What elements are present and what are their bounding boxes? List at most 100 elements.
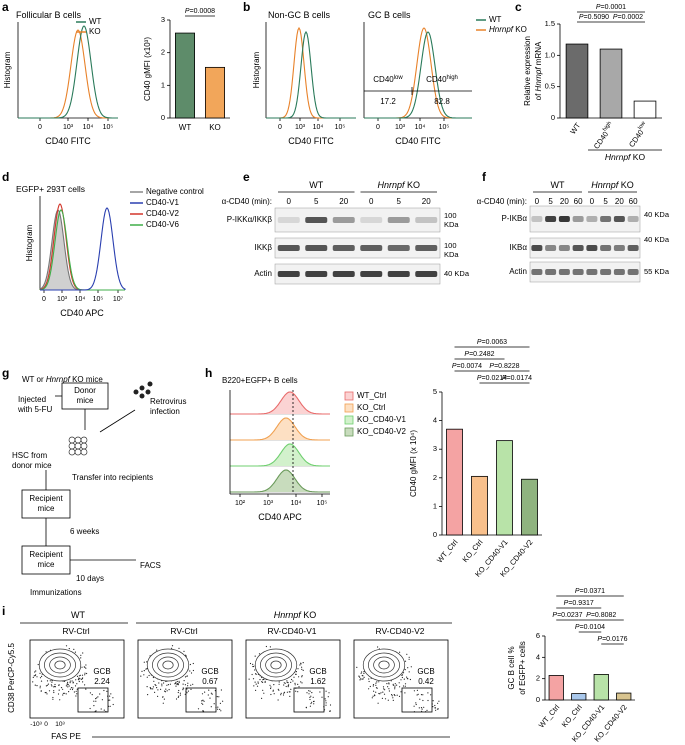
band — [305, 271, 328, 277]
event-dot — [312, 696, 314, 698]
label: KDa — [444, 250, 459, 259]
y-tick-label: 6 — [536, 631, 540, 640]
event-dot — [263, 692, 265, 694]
event-dot — [325, 700, 327, 702]
blot — [274, 237, 441, 259]
event-dot — [264, 681, 266, 684]
label: 82.8 — [434, 97, 450, 106]
p-value: P=0.9317 — [564, 600, 594, 607]
event-dot — [186, 675, 188, 677]
event-dot — [79, 674, 81, 676]
label: WT — [71, 610, 85, 620]
event-dot — [154, 684, 156, 686]
y-axis-label: CD40 gMFI (x 10⁴) — [409, 430, 418, 497]
event-dot — [167, 684, 169, 686]
x-tick-label: CD40low — [627, 120, 651, 149]
event-dot — [399, 651, 401, 653]
event-dot — [190, 688, 192, 691]
event-dot — [252, 678, 255, 680]
event-dot — [376, 681, 378, 683]
event-dot — [406, 653, 408, 655]
event-dot — [211, 693, 213, 695]
band — [277, 245, 300, 251]
event-dot — [427, 699, 429, 702]
contour — [368, 652, 400, 678]
event-dot — [103, 709, 105, 711]
event-dot — [368, 688, 370, 690]
label: CD40 FITC — [45, 136, 91, 146]
band — [332, 245, 355, 251]
event-dot — [152, 676, 154, 679]
event-dot — [100, 708, 102, 710]
event-dot — [85, 688, 87, 690]
x-tick-label: CD40high — [591, 121, 616, 151]
event-dot — [432, 700, 434, 702]
event-dot — [68, 648, 70, 650]
event-dot — [292, 680, 294, 682]
event-dot — [39, 687, 41, 689]
band — [360, 245, 383, 251]
event-dot — [253, 685, 255, 687]
bar — [571, 693, 587, 701]
event-dot — [82, 681, 84, 683]
cell-icon — [68, 436, 76, 444]
event-dot — [148, 674, 150, 677]
event-dot — [62, 694, 64, 696]
event-dot — [383, 688, 385, 690]
event-dot — [78, 675, 80, 677]
event-dot — [174, 682, 176, 685]
contour — [270, 660, 282, 670]
event-dot — [399, 686, 401, 688]
band — [332, 271, 355, 277]
event-dot — [372, 685, 374, 687]
event-dot — [387, 699, 389, 701]
contour — [265, 656, 287, 674]
event-dot — [404, 669, 406, 671]
label: 0 — [590, 197, 595, 206]
label: EGFP+ 293T cells — [16, 184, 85, 194]
label: GC B cells — [368, 10, 411, 20]
event-dot — [58, 689, 60, 691]
event-dot — [177, 683, 179, 685]
label: B220+EGFP+ B cells — [222, 376, 298, 385]
diagram-text: mice — [38, 560, 55, 569]
cell-icon — [74, 448, 82, 456]
event-dot — [361, 674, 363, 677]
band — [613, 245, 625, 251]
x-tick-label: 10⁴ — [415, 124, 426, 131]
event-dot — [185, 654, 187, 656]
contour — [44, 652, 76, 678]
y-axis-label: of Hnrnpf mRNA — [534, 41, 543, 100]
blot — [274, 207, 441, 233]
event-dot — [84, 674, 86, 676]
label: 60 — [629, 197, 638, 206]
bar — [471, 475, 488, 536]
event-dot — [396, 694, 398, 696]
event-dot — [264, 680, 266, 682]
legend-swatch — [344, 427, 354, 437]
event-dot — [183, 680, 185, 682]
legend-entry: CD40-V2 — [146, 209, 179, 218]
event-dot — [262, 681, 264, 684]
event-dot — [201, 702, 203, 704]
diagram-text: Immunizations — [30, 588, 82, 597]
event-dot — [210, 706, 212, 708]
event-dot — [179, 694, 181, 696]
event-dot — [302, 662, 304, 664]
label: CD40 FITC — [395, 136, 441, 146]
label: WT — [551, 180, 565, 190]
label: 20 — [422, 197, 431, 206]
event-dot — [416, 694, 418, 696]
contour — [49, 656, 71, 674]
band — [531, 269, 543, 275]
event-dot — [248, 678, 250, 680]
band — [600, 269, 612, 275]
event-dot — [380, 692, 382, 694]
event-dot — [109, 705, 111, 707]
x-tick-label: 10⁴ — [291, 500, 302, 507]
event-dot — [329, 704, 332, 706]
event-dot — [413, 705, 415, 707]
event-dot — [82, 677, 84, 679]
band — [627, 269, 639, 275]
event-dot — [186, 688, 188, 690]
